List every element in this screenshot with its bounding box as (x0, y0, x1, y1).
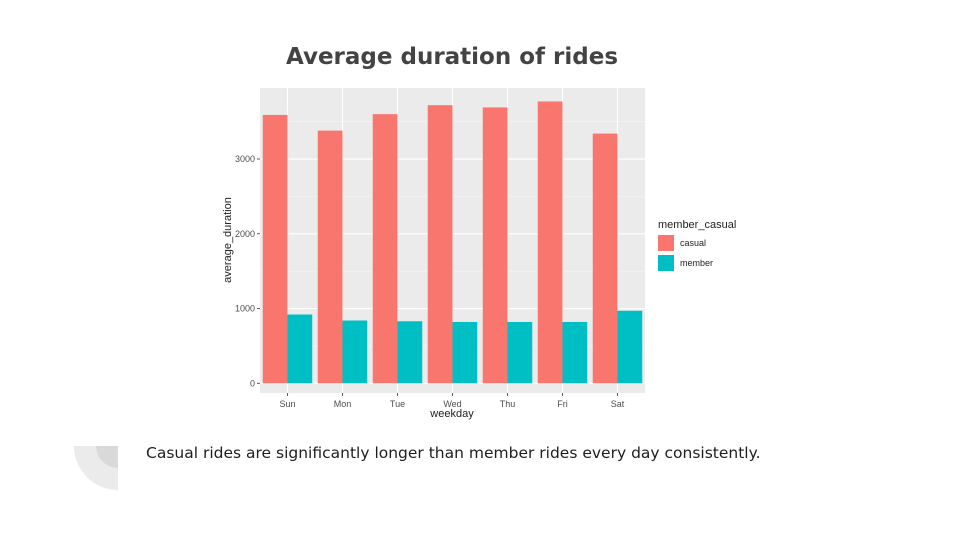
quarter-ring-inner (96, 446, 118, 468)
bar-casual-mon (317, 130, 343, 384)
bar-member-sat (617, 310, 643, 384)
x-tick-label-tue: Tue (390, 399, 405, 409)
bar-chart: 0 1000 2000 3000 Sun Mon Tue Wed Thu Fri Sat week… (222, 88, 736, 420)
quarter-ring-icon (74, 446, 118, 490)
y-tick-label: 1000 (235, 304, 255, 314)
bar-casual-sat (592, 133, 618, 384)
legend-title: member_casual (658, 219, 736, 231)
slide-caption: Casual rides are significantly longer th… (146, 444, 761, 462)
x-tick-label-sun: Sun (279, 399, 295, 409)
bar-casual-wed (427, 105, 453, 384)
bar-member-thu (507, 321, 533, 384)
x-tick-label-mon: Mon (334, 399, 352, 409)
legend-key-member (658, 255, 674, 271)
legend: member_casual casual member (658, 219, 736, 271)
bar-casual-thu (482, 107, 508, 384)
x-axis-title: weekday (429, 408, 474, 420)
bar-member-fri (562, 321, 588, 384)
bar-member-sun (287, 314, 313, 384)
y-tick-label: 0 (250, 378, 255, 388)
x-tick-label-wed: Wed (443, 399, 461, 409)
bar-member-wed (452, 321, 478, 384)
bar-casual-fri (537, 101, 563, 384)
legend-label-member: member (680, 258, 713, 268)
x-tick-label-fri: Fri (557, 399, 568, 409)
bar-member-tue (397, 321, 423, 384)
x-tick-label-sat: Sat (611, 399, 625, 409)
bars (262, 101, 643, 384)
bar-casual-tue (372, 114, 398, 384)
y-axis-title: average_duration (222, 197, 234, 283)
bar-member-mon (342, 320, 368, 384)
y-tick-label: 2000 (235, 229, 255, 239)
y-axis: 0 1000 2000 3000 (235, 154, 260, 388)
bar-casual-sun (262, 114, 288, 384)
x-axis: Sun Mon Tue Wed Thu Fri Sat (279, 393, 625, 409)
y-tick-label: 3000 (235, 154, 255, 164)
x-tick-label-thu: Thu (500, 399, 516, 409)
quarter-ring-outer (74, 446, 118, 490)
legend-label-casual: casual (680, 238, 706, 248)
slide-title: Average duration of rides (285, 44, 619, 70)
legend-key-casual (658, 235, 674, 251)
